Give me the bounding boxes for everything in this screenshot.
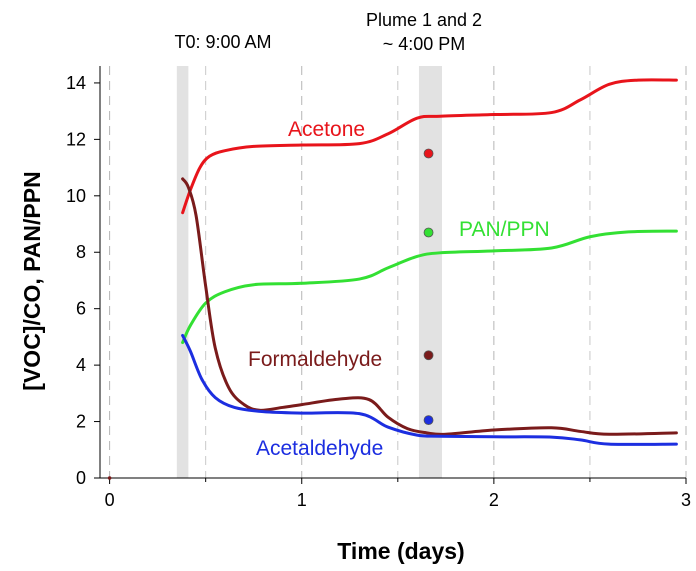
- y-tick-label-14: 14: [66, 73, 86, 93]
- x-tick-label-3: 3: [681, 490, 691, 510]
- series-label-acetone: Acetone: [288, 118, 365, 141]
- shaded-band-2: [418, 66, 442, 478]
- marker-formaldehyde: [423, 350, 434, 361]
- shaded-bands: [176, 66, 442, 478]
- x-tick-label-1: 1: [297, 490, 307, 510]
- series-line-pan-ppn: [181, 229, 678, 345]
- y-tick-label-4: 4: [76, 355, 86, 375]
- band2-label-line2: ~ 4:00 PM: [383, 34, 466, 54]
- series-label-acetaldehyde: Acetaldehyde: [256, 437, 383, 460]
- origin-marker: [107, 476, 112, 480]
- series-line-formaldehyde: [181, 177, 678, 436]
- marker-pan-ppn: [423, 227, 434, 238]
- y-tick-label-12: 12: [66, 129, 86, 149]
- series-markers: [107, 148, 434, 480]
- y-tick-label-0: 0: [76, 468, 86, 488]
- marker-acetone: [423, 148, 434, 159]
- series-line-acetone: [181, 78, 678, 215]
- series-label-pan-ppn: PAN/PPN: [459, 218, 550, 241]
- y-tick-label-2: 2: [76, 412, 86, 432]
- band2-label-line1: Plume 1 and 2: [366, 10, 482, 30]
- y-tick-label-6: 6: [76, 299, 86, 319]
- x-tick-label-0: 0: [105, 490, 115, 510]
- marker-acetaldehyde: [423, 415, 434, 426]
- shaded-band-1: [176, 66, 189, 478]
- series-lines: [181, 78, 678, 446]
- band1-label: T0: 9:00 AM: [174, 32, 271, 52]
- y-tick-label-8: 8: [76, 242, 86, 262]
- vertical-gridlines: [109, 66, 687, 478]
- x-axis-title: Time (days): [337, 538, 464, 564]
- series-line-acetaldehyde: [181, 333, 678, 446]
- y-axis-title: [VOC]/CO, PAN/PPN: [19, 171, 45, 390]
- x-tick-label-2: 2: [489, 490, 499, 510]
- series-label-formaldehyde: Formaldehyde: [248, 348, 382, 371]
- y-tick-label-10: 10: [66, 186, 86, 206]
